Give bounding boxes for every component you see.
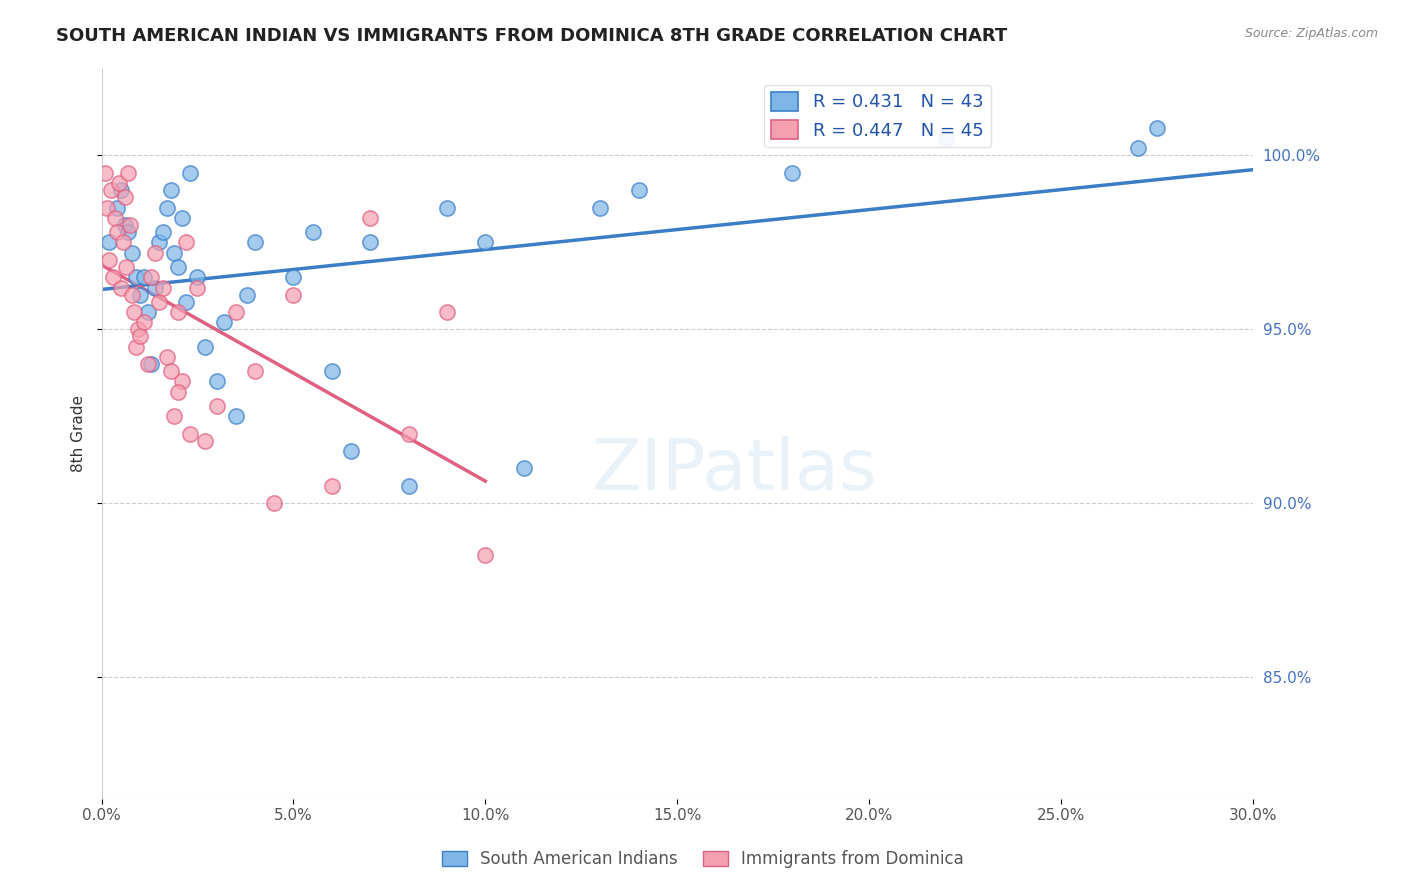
Point [114,218,136,232]
Point [127,322,149,336]
Point [110,183,132,197]
Point [436,305,458,319]
Point [194,434,217,448]
Point [359,235,381,250]
Point [98,252,121,267]
Point [101,270,124,285]
Point [1126,141,1149,155]
Point [143,245,166,260]
Point [205,375,228,389]
Point [589,201,612,215]
Point [174,294,197,309]
Point [132,315,155,329]
Point [105,201,128,215]
Point [194,340,217,354]
Point [159,183,181,197]
Text: Source: ZipAtlas.com: Source: ZipAtlas.com [1244,27,1378,40]
Point [100,183,122,197]
Point [163,245,186,260]
Point [98,235,121,250]
Point [117,225,139,239]
Point [111,235,134,250]
Point [152,280,174,294]
Point [148,235,170,250]
Point [107,176,129,190]
Point [301,225,323,239]
Point [398,479,420,493]
Point [512,461,534,475]
Point [117,166,139,180]
Point [172,211,194,225]
Point [120,218,142,232]
Y-axis label: 8th Grade: 8th Grade [72,395,86,472]
Point [782,166,804,180]
Point [136,357,159,371]
Point [105,225,128,239]
Point [179,166,201,180]
Point [340,444,363,458]
Point [141,357,163,371]
Point [110,280,132,294]
Text: ZIPatlas: ZIPatlas [592,435,877,505]
Point [156,201,179,215]
Point [243,364,266,378]
Point [125,340,148,354]
Point [104,211,127,225]
Point [94,166,117,180]
Point [174,235,197,250]
Point [167,260,190,274]
Point [129,329,152,343]
Point [359,211,381,225]
Point [121,287,143,301]
Point [236,287,259,301]
Point [172,375,194,389]
Point [115,260,138,274]
Point [152,225,174,239]
Legend: South American Indians, Immigrants from Dominica: South American Indians, Immigrants from … [436,844,970,875]
Point [132,270,155,285]
Point [167,384,190,399]
Point [935,131,957,145]
Point [125,270,148,285]
Point [186,270,208,285]
Point [627,183,650,197]
Point [283,287,305,301]
Point [122,305,145,319]
Point [1146,120,1168,135]
Point [179,426,201,441]
Point [186,280,208,294]
Point [263,496,285,510]
Point [141,270,163,285]
Point [159,364,181,378]
Point [398,426,420,441]
Point [225,409,247,424]
Point [283,270,305,285]
Point [167,305,190,319]
Point [436,201,458,215]
Point [156,350,179,364]
Point [163,409,186,424]
Point [214,315,236,329]
Point [321,364,343,378]
Point [225,305,247,319]
Point [474,549,496,563]
Point [121,245,143,260]
Point [243,235,266,250]
Point [96,201,118,215]
Point [114,190,136,204]
Point [143,280,166,294]
Point [136,305,159,319]
Point [205,399,228,413]
Legend: R = 0.431   N = 43, R = 0.447   N = 45: R = 0.431 N = 43, R = 0.447 N = 45 [763,85,991,147]
Point [474,235,496,250]
Text: SOUTH AMERICAN INDIAN VS IMMIGRANTS FROM DOMINICA 8TH GRADE CORRELATION CHART: SOUTH AMERICAN INDIAN VS IMMIGRANTS FROM… [56,27,1008,45]
Point [129,287,152,301]
Point [321,479,343,493]
Point [148,294,170,309]
